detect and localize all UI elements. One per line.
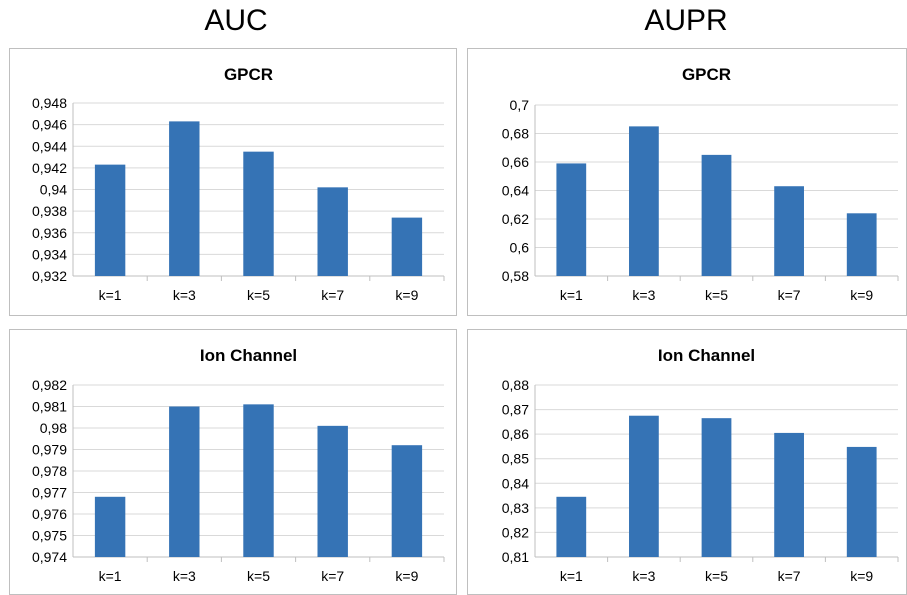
chart-title: GPCR	[682, 65, 731, 84]
bar-k1	[94, 496, 126, 557]
bar-k1	[556, 163, 587, 276]
x-tick-label: k=7	[778, 568, 801, 584]
y-tick-label: 0,942	[32, 160, 67, 176]
x-tick-label: k=1	[99, 287, 122, 303]
x-tick-label: k=7	[778, 287, 801, 303]
bar-k7	[317, 187, 348, 276]
bar-k9	[391, 217, 423, 276]
y-tick-label: 0,977	[32, 485, 67, 501]
bar-k7	[774, 432, 804, 557]
bar-k7	[774, 186, 804, 276]
bar-k1	[94, 164, 126, 276]
x-tick-label: k=7	[321, 287, 344, 303]
x-tick-label: k=5	[247, 568, 270, 584]
y-tick-label: 0,83	[502, 500, 529, 516]
chart-title: Ion Channel	[658, 346, 755, 365]
y-tick-label: 0,979	[32, 442, 67, 458]
chart-auc-gpcr: GPCR 0,932 0,934 0,936 0,938 0,94 0,942 0,944 0,…	[32, 65, 445, 303]
y-tick-label: 0,94	[40, 182, 67, 198]
y-tick-label: 0,82	[502, 524, 529, 540]
y-tick-label: 0,85	[502, 451, 529, 467]
y-tick-label: 0,68	[502, 126, 529, 142]
x-tick-label: k=1	[560, 568, 583, 584]
bar-k9	[846, 446, 877, 557]
y-tick-label: 0,7	[510, 97, 530, 113]
x-tick-label: k=3	[173, 568, 196, 584]
y-tick-label: 0,938	[32, 203, 67, 219]
y-tick-label: 0,88	[502, 377, 529, 393]
bar-k9	[391, 445, 423, 557]
x-tick-label: k=5	[705, 568, 728, 584]
x-tick-label: k=9	[850, 287, 873, 303]
chart-aupr-gpcr: GPCR 0,58 0,6 0,62 0,64 0,66 0,68 0,7 k=1 k=3 k=5 k…	[502, 65, 899, 303]
y-tick-label: 0,64	[502, 183, 529, 199]
bar-k3	[169, 121, 200, 276]
y-tick-label: 0,86	[502, 426, 529, 442]
chart-panel-aupr-gpcr: GPCR 0,58 0,6 0,62 0,64 0,66 0,68 0,7 k=1 k=3 k=5 k…	[467, 48, 907, 316]
bar-k1	[556, 496, 587, 557]
y-tick-label: 0,946	[32, 117, 67, 133]
chart-aupr-ion-channel: Ion Channel 0,81 0,82 0,83 0,84 0,85 0,86 0,87 0…	[502, 346, 899, 584]
y-tick-label: 0,87	[502, 402, 529, 418]
bar-k7	[317, 425, 348, 557]
y-tick-label: 0,975	[32, 528, 67, 544]
x-tick-label: k=3	[632, 287, 655, 303]
x-tick-label: k=3	[173, 287, 196, 303]
bar-k5	[701, 418, 732, 557]
y-tick-label: 0,944	[32, 138, 67, 154]
column-title-auc: AUC	[204, 4, 268, 37]
y-tick-label: 0,58	[502, 268, 529, 284]
y-tick-label: 0,81	[502, 549, 529, 565]
y-tick-label: 0,932	[32, 268, 67, 284]
y-tick-label: 0,66	[502, 154, 529, 170]
x-tick-label: k=7	[321, 568, 344, 584]
x-tick-label: k=9	[395, 568, 418, 584]
y-tick-label: 0,976	[32, 506, 67, 522]
x-tick-label: k=3	[632, 568, 655, 584]
y-tick-label: 0,981	[32, 399, 67, 415]
bar-k3	[629, 126, 659, 276]
column-title-aupr: AUPR	[644, 4, 728, 37]
x-tick-label: k=5	[705, 287, 728, 303]
y-tick-label: 0,978	[32, 463, 67, 479]
chart-title: Ion Channel	[200, 346, 297, 365]
y-tick-label: 0,936	[32, 225, 67, 241]
y-tick-label: 0,62	[502, 211, 529, 227]
x-tick-label: k=1	[99, 568, 122, 584]
chart-title: GPCR	[224, 65, 273, 84]
x-tick-label: k=1	[560, 287, 583, 303]
chart-panel-aupr-ion-channel: Ion Channel 0,81 0,82 0,83 0,84 0,85 0,86 0,87 0…	[467, 329, 907, 595]
y-tick-label: 0,974	[32, 549, 67, 565]
x-tick-label: k=9	[850, 568, 873, 584]
chart-auc-ion-channel: Ion Channel 0,974 0,975 0,976 0,977 0,978 0,97…	[32, 346, 445, 584]
chart-panel-auc-ion-channel: Ion Channel 0,974 0,975 0,976 0,977 0,978 0,97…	[9, 329, 457, 595]
bar-k3	[629, 415, 659, 557]
bar-k5	[243, 404, 274, 557]
x-tick-label: k=5	[247, 287, 270, 303]
y-tick-label: 0,982	[32, 377, 67, 393]
y-tick-label: 0,98	[40, 420, 67, 436]
bar-k9	[846, 213, 877, 276]
bar-k5	[243, 151, 274, 276]
y-tick-label: 0,934	[32, 246, 67, 262]
y-tick-label: 0,6	[510, 240, 530, 256]
chart-panel-auc-gpcr: GPCR 0,932 0,934 0,936 0,938 0,94 0,942 0,944 0,…	[9, 48, 457, 316]
y-tick-label: 0,948	[32, 95, 67, 111]
x-tick-label: k=9	[395, 287, 418, 303]
bar-k3	[169, 406, 200, 557]
bar-k5	[701, 154, 732, 276]
y-tick-label: 0,84	[502, 475, 529, 491]
